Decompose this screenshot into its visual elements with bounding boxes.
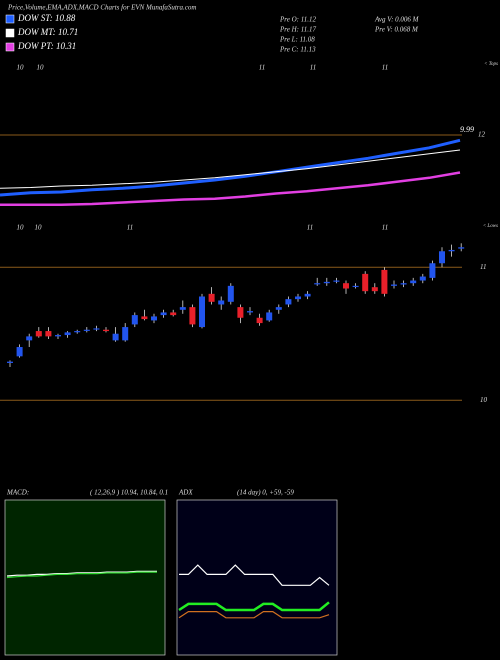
indicator-line <box>179 564 330 586</box>
candle-body <box>170 312 177 316</box>
period-label: 11 <box>307 224 313 232</box>
candle-body <box>179 307 186 310</box>
candle-body <box>16 347 23 357</box>
ema-line <box>0 149 461 189</box>
candle-body <box>55 335 61 337</box>
candle-body <box>237 307 244 318</box>
period-label: 11 <box>259 64 265 72</box>
info-text: Pre V: 0.068 M <box>374 26 419 34</box>
panel-subtitle: ( 12,26,9 ) 10.94, 10.84, 0.1 <box>90 489 168 497</box>
candle-body <box>189 307 196 325</box>
candle-body <box>275 307 282 310</box>
candle-body <box>381 269 388 294</box>
period-label: 10 <box>17 64 25 72</box>
info-text: Pre L: 11.08 <box>279 36 315 44</box>
candle-body <box>131 315 138 325</box>
level-label: 12 <box>478 131 486 139</box>
panel-background <box>176 499 338 656</box>
header-title: Price,Volume,EMA,ADX,MACD Charts for EVN… <box>7 4 196 12</box>
legend-label: DOW MT: 10.71 <box>17 27 78 37</box>
period-label: 10 <box>35 224 43 232</box>
candle-body <box>362 273 369 292</box>
info-text: Pre O: 11.12 <box>279 16 316 24</box>
indicator-line <box>6 571 157 579</box>
candle-body <box>122 327 129 341</box>
side-label: < Tops <box>484 62 498 67</box>
indicator-line <box>178 611 330 619</box>
period-label: 11 <box>382 64 388 72</box>
info-text: Pre H: 11.17 <box>279 26 316 34</box>
info-text: Pre C: 11.13 <box>279 46 316 54</box>
candle-body <box>247 311 253 313</box>
candle-body <box>64 332 71 336</box>
candle-body <box>141 316 148 320</box>
candle-body <box>314 283 321 285</box>
panel-subtitle: (14 day) 0, +59, -59 <box>237 489 294 497</box>
candle-body <box>227 285 234 302</box>
legend-swatch <box>5 14 15 24</box>
price-annotation: 9.99 <box>460 125 474 134</box>
candle-body <box>35 331 42 337</box>
candle-body <box>352 285 359 288</box>
legend-label: DOW ST: 10.88 <box>17 13 76 23</box>
candle-body <box>400 283 407 285</box>
info-text: Avg V: 0.006 M <box>374 16 420 24</box>
period-label: 11 <box>127 224 133 232</box>
candle-body <box>160 312 167 316</box>
candle-body <box>304 293 311 297</box>
candle-body <box>391 284 397 286</box>
period-label: 11 <box>310 64 316 72</box>
candle-body <box>429 263 436 278</box>
candle-body <box>199 296 205 328</box>
candle-body <box>323 281 330 284</box>
panel-background <box>4 499 166 656</box>
legend-swatch <box>5 42 15 52</box>
level-label: 10 <box>480 396 488 404</box>
candle-body <box>410 280 417 284</box>
panel-title: MACD: <box>6 489 29 497</box>
candle-body <box>371 287 378 292</box>
candle-body <box>208 293 215 302</box>
candle-body <box>439 251 445 264</box>
candle-body <box>266 312 273 321</box>
candle-body <box>7 361 13 363</box>
candle-body <box>343 283 349 289</box>
period-label: 10 <box>17 224 25 232</box>
candle-body <box>93 328 100 330</box>
indicator-line <box>178 601 330 612</box>
candle-body <box>256 317 263 324</box>
candle-body <box>218 300 225 305</box>
candle-body <box>103 329 109 332</box>
ema-line <box>0 138 461 197</box>
candle-body <box>83 329 90 331</box>
period-label: 11 <box>382 224 388 232</box>
legend-swatch <box>5 28 15 38</box>
ema-line <box>0 171 461 206</box>
candle-body <box>419 276 426 281</box>
panel-title: ADX <box>178 489 193 497</box>
period-label: 10 <box>37 64 45 72</box>
candle-body <box>448 249 455 252</box>
candle-body <box>151 316 157 321</box>
candle-body <box>458 247 465 249</box>
candle-body <box>45 331 52 337</box>
level-label: 11 <box>480 263 486 271</box>
candle-body <box>285 299 292 305</box>
side-label: < Lows <box>483 224 498 229</box>
candle-body <box>74 331 81 333</box>
candle-body <box>333 280 340 282</box>
legend-label: DOW PT: 10.31 <box>17 41 76 51</box>
candle-body <box>112 333 119 341</box>
candle-body <box>295 296 301 300</box>
indicator-line <box>6 570 157 577</box>
candle-body <box>26 336 33 341</box>
